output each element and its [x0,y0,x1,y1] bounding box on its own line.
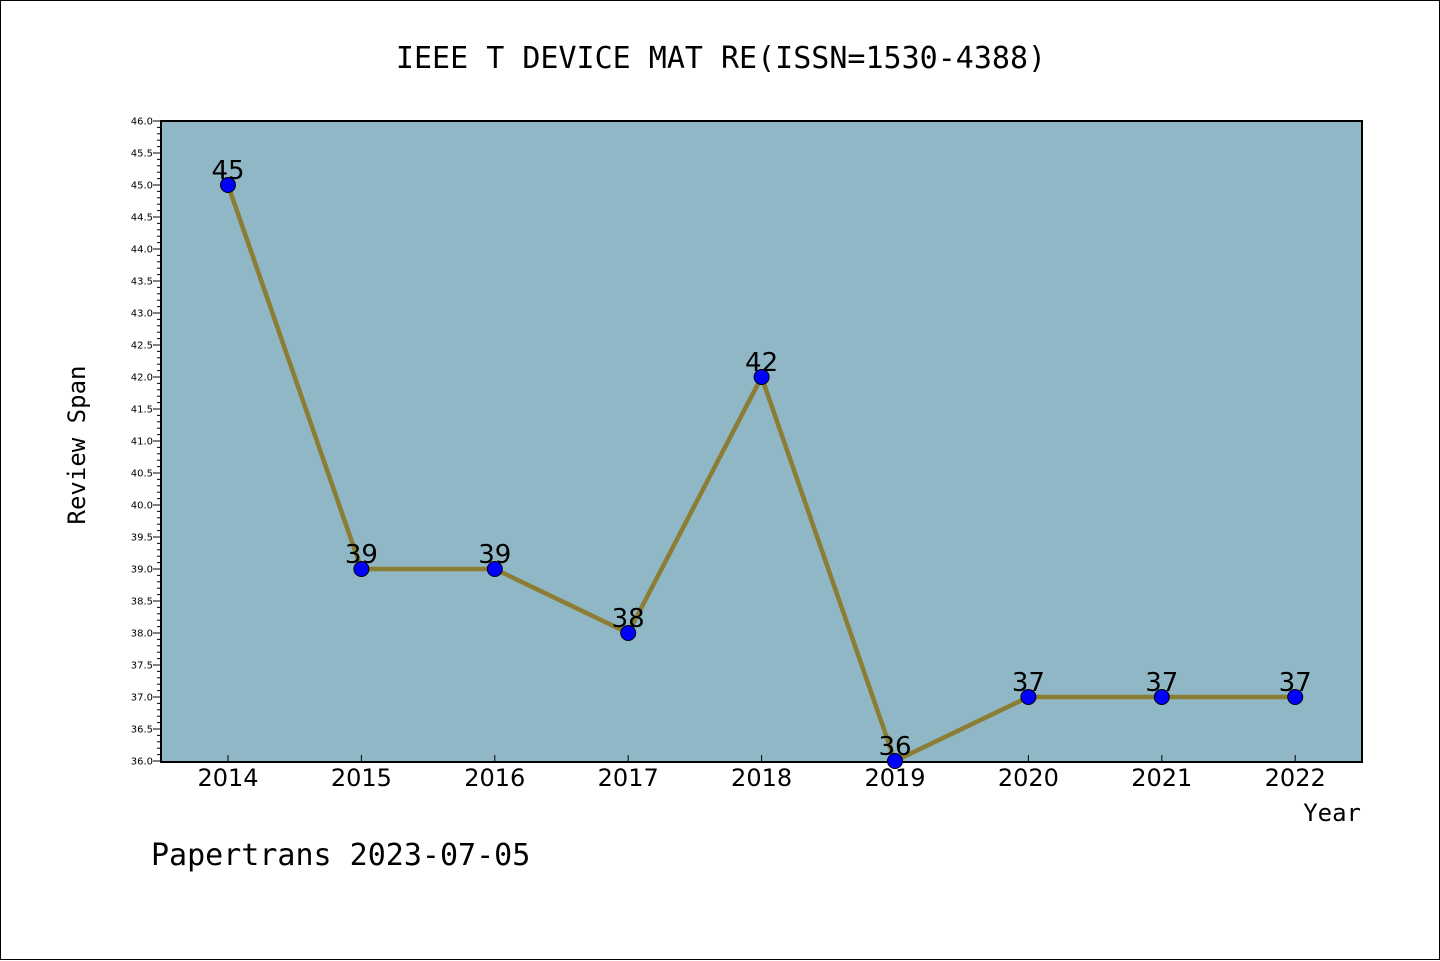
y-tick-label: 36.5 [131,725,153,736]
data-point-marker [220,177,236,193]
data-point-label: 37 [1279,668,1312,698]
data-labels: 45 39 39 38 42 36 37 37 37 [211,156,1311,762]
data-point-label: 37 [1012,668,1045,698]
y-tick-label: 42.0 [131,373,153,384]
data-point-marker [353,561,370,577]
x-tick-label: 2018 [731,764,792,792]
data-point-label: 45 [211,156,244,186]
y-tick-label: 36.0 [131,757,153,768]
data-point-label: 39 [345,540,378,570]
y-tick-label: 41.5 [131,405,153,416]
y-tick-label: 43.5 [131,277,153,288]
data-point-marker [753,369,770,385]
data-point-marker [1020,689,1037,705]
x-tick-label: 2014 [197,764,258,792]
x-tick-label: 2020 [998,764,1059,792]
footer-date-label: Papertrans 2023-07-05 [151,838,530,873]
data-point-label: 38 [612,604,645,634]
y-tick-label: 38.0 [131,629,153,640]
data-point-marker [1153,689,1170,705]
y-tick-label: 40.0 [131,501,153,512]
y-tick-label: 40.5 [131,469,153,480]
data-point-label: 37 [1145,668,1178,698]
data-point-marker [620,625,637,641]
data-point-marker [486,561,503,577]
data-point-label: 42 [745,348,778,378]
x-axis-label: Year [1303,799,1361,827]
data-point-label: 39 [478,540,511,570]
y-tick-label: 44.5 [131,213,153,224]
y-tick-label: 42.5 [131,341,153,352]
y-tick-label: 43.0 [131,309,153,320]
y-tick-label: 39.5 [131,533,153,544]
y-tick-label: 45.5 [131,149,153,160]
y-tick-label: 39.0 [131,565,153,576]
data-point-marker [1287,689,1304,705]
y-tick-label: 46.0 [131,117,153,128]
y-tick-label: 44.0 [131,245,153,256]
y-tick-label: 37.0 [131,693,153,704]
x-tick-label: 2021 [1131,764,1192,792]
data-point-label: 36 [878,732,911,762]
x-tick-label: 2022 [1265,764,1326,792]
y-tick-label: 45.0 [131,181,153,192]
chart-title: IEEE T DEVICE MAT RE(ISSN=1530-4388) [396,41,1046,76]
plot-area [160,120,1363,763]
x-tick-label: 2015 [331,764,392,792]
y-tick-label: 37.5 [131,661,153,672]
y-tick-label: 38.5 [131,597,153,608]
y-tick-label: 41.0 [131,437,153,448]
y-axis-label: Review Span [63,366,91,525]
x-tick-label: 2016 [464,764,525,792]
data-point-marker [887,753,903,769]
x-tick-label: 2017 [598,764,659,792]
series-markers [220,177,1304,769]
y-axis-ticks: 36.0 36.5 37.0 37.5 38.0 38.5 39.0 39.5 40.0 40.5… [131,117,161,768]
